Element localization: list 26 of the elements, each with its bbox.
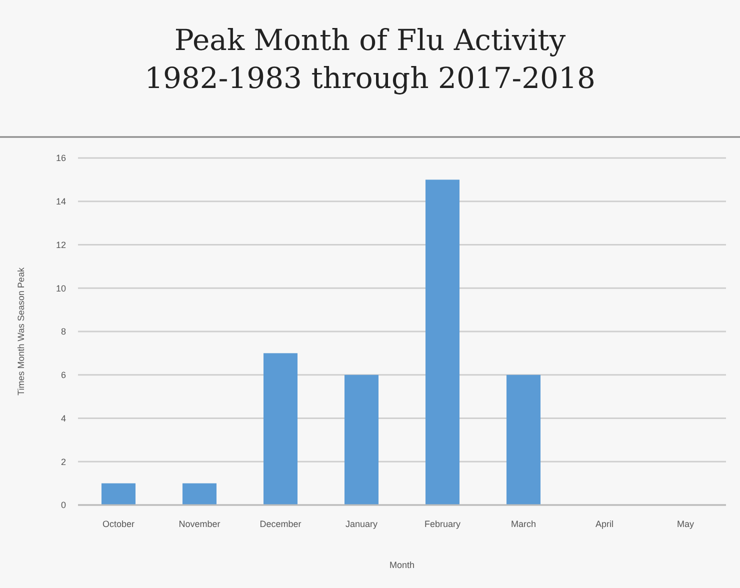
y-tick-label: 6 bbox=[60, 370, 66, 380]
x-tick-label: January bbox=[345, 519, 378, 529]
x-tick-label: December bbox=[260, 519, 302, 529]
x-tick-label: May bbox=[676, 519, 694, 529]
y-tick-label: 4 bbox=[60, 413, 66, 424]
y-axis-title: Times Month Was Season Peak bbox=[16, 267, 26, 396]
bar bbox=[344, 374, 379, 505]
x-tick-label: April bbox=[595, 519, 614, 529]
bar bbox=[263, 353, 298, 505]
bar bbox=[101, 483, 136, 505]
y-tick-label: 16 bbox=[56, 153, 66, 164]
x-axis-title: Month bbox=[389, 560, 415, 570]
y-tick-label: 8 bbox=[60, 326, 66, 337]
y-tick-label: 2 bbox=[60, 456, 66, 467]
y-tick-label: 0 bbox=[60, 500, 66, 510]
bar bbox=[182, 483, 217, 505]
x-tick-label: November bbox=[178, 519, 220, 529]
chart-title: Peak Month of Flu Activity 1982-1983 through 2017-2018 bbox=[144, 23, 596, 95]
x-tick-label: February bbox=[424, 519, 462, 529]
bar bbox=[425, 180, 460, 505]
x-tick-label: October bbox=[102, 519, 135, 529]
y-tick-label: 14 bbox=[56, 196, 66, 207]
y-tick-label: 10 bbox=[56, 283, 66, 294]
bar bbox=[506, 374, 541, 505]
y-tick-label: 12 bbox=[56, 240, 66, 250]
x-tick-label: March bbox=[510, 519, 536, 529]
